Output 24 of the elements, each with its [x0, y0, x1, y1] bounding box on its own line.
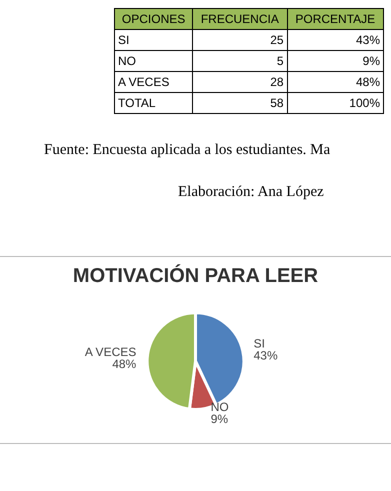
text: Elaboración: Ana López	[178, 184, 324, 201]
category-label: A VECES	[118, 75, 170, 89]
text: 25	[192, 30, 288, 50]
text: 48%	[356, 75, 380, 89]
data-label: 43%	[254, 348, 278, 363]
source-note: Fuente: Encuesta aplicada a los estudiantes. Ma	[44, 142, 330, 159]
category-label: NO	[118, 54, 136, 68]
text: 100%	[349, 96, 380, 110]
slice-label: NO	[210, 400, 229, 414]
text: PORCENTAJE	[287, 8, 384, 30]
text: 5	[192, 50, 288, 72]
data-label: 48%	[112, 356, 137, 371]
data-label: 9%	[210, 412, 228, 426]
text: OPCIONES	[114, 8, 193, 30]
chart-title: MOTIVACIÓN PARA LEER	[72, 264, 319, 287]
text: 43%	[356, 33, 380, 47]
slice-label: SI	[254, 336, 265, 351]
slice-label: A VECES	[84, 344, 136, 359]
text: 9%	[362, 54, 380, 68]
text: TOTAL	[114, 92, 193, 114]
text: 28	[192, 72, 288, 92]
category-label: SI	[118, 33, 130, 47]
text: FRECUENCIA	[192, 8, 288, 30]
text: 58	[270, 96, 284, 110]
